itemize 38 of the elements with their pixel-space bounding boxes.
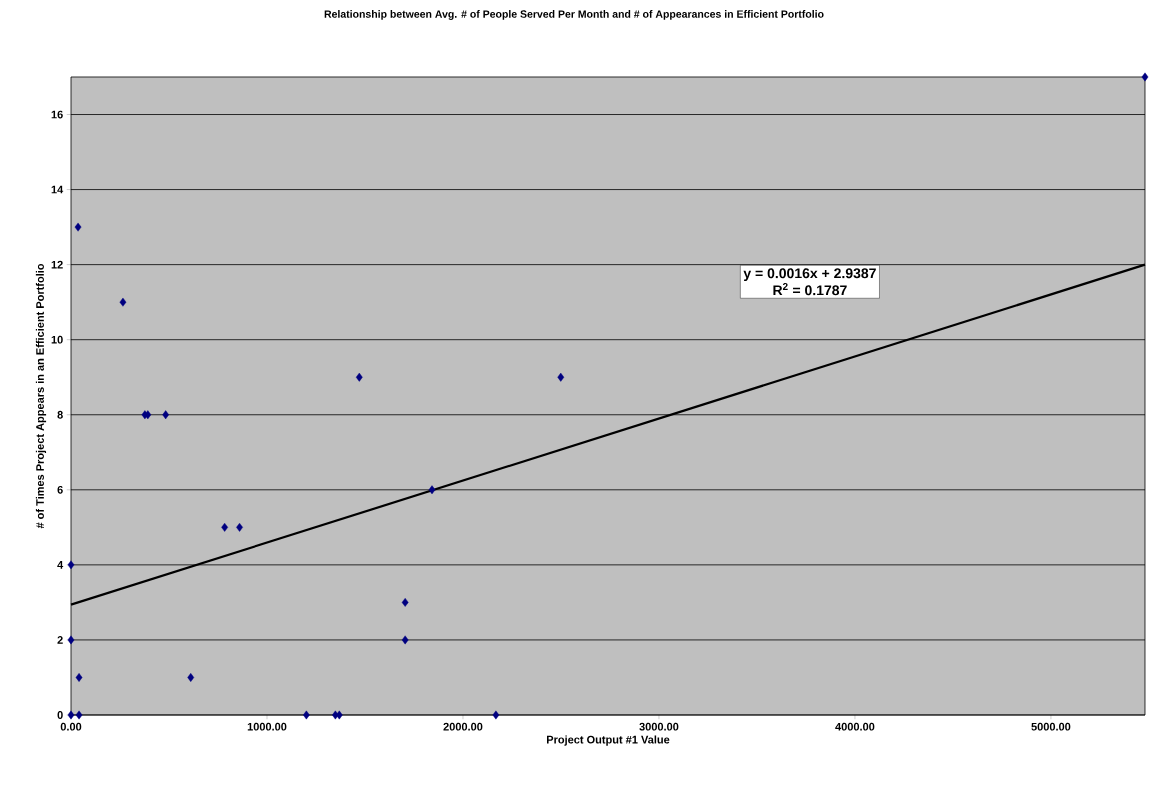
annotation: y = 0.0016x + 2.9387	[743, 268, 876, 282]
chart-title: Relationship between Avg. # of People Served Per Month and # of Appearances in Efficient Portfolio	[324, 10, 824, 20]
x-tick-label: 3000.00	[639, 722, 679, 731]
point	[67, 710, 75, 720]
y-tick-label: 6	[57, 485, 63, 494]
point	[221, 522, 229, 532]
x-tick-label: 0.00	[60, 722, 82, 731]
point	[119, 297, 127, 307]
point	[236, 522, 243, 532]
point	[492, 710, 500, 720]
point	[401, 598, 409, 607]
point	[75, 710, 83, 720]
y-axis-title: # of Times Project Appears in an Efficient Portfolio	[35, 263, 47, 529]
point	[162, 410, 170, 420]
y-tick-label: 2	[57, 636, 63, 644]
point	[355, 372, 363, 382]
y-tick-label: 12	[51, 260, 63, 269]
y-tick-label: 10	[51, 335, 63, 344]
y-tick-label: 0	[57, 711, 63, 719]
point	[67, 560, 75, 570]
point	[67, 635, 75, 645]
y-tick-label: 16	[51, 110, 63, 119]
point	[428, 485, 436, 495]
x-axis-title: Project Output #1 Value	[547, 735, 670, 746]
point	[187, 673, 195, 682]
point	[557, 372, 565, 382]
y-tick-label: 14	[51, 185, 64, 194]
point	[303, 710, 310, 720]
x-tick-label: 5000.00	[1031, 722, 1071, 731]
y-tick-label: 8	[57, 410, 63, 419]
point	[74, 222, 82, 232]
x-tick-label: 1000.00	[247, 722, 287, 731]
point	[401, 635, 409, 645]
point	[75, 673, 83, 682]
x-tick-label: 4000.00	[835, 722, 875, 731]
y-tick-label: 4	[57, 561, 64, 569]
x-tick-label: 2000.00	[443, 722, 483, 731]
annotation: R$^{2}$ = 0.1787	[773, 283, 847, 296]
